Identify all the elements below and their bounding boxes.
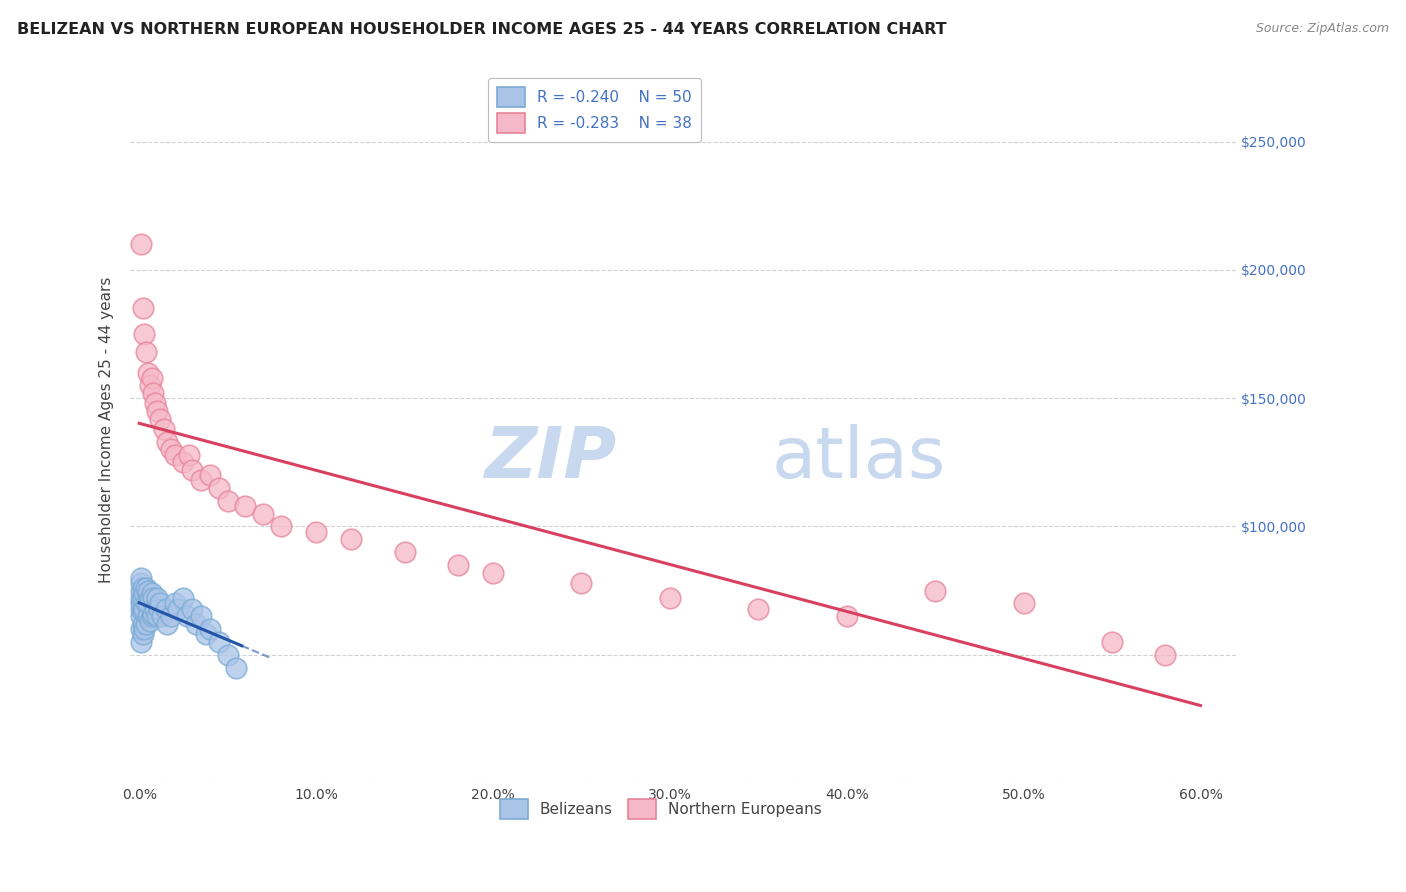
Point: [1012, 596, 1035, 610]
Point: [132, 301, 155, 316]
Point: [184, 617, 207, 632]
Point: [208, 481, 231, 495]
Text: atlas: atlas: [772, 424, 946, 493]
Point: [132, 591, 155, 606]
Point: [129, 591, 152, 606]
Point: [181, 463, 204, 477]
Legend: Belizeans, Northern Europeans: Belizeans, Northern Europeans: [494, 793, 828, 825]
Point: [446, 558, 468, 572]
Point: [658, 591, 681, 606]
Point: [208, 635, 231, 649]
Point: [835, 609, 858, 624]
Point: [149, 596, 172, 610]
Point: [129, 622, 152, 636]
Point: [571, 575, 593, 590]
Point: [252, 507, 274, 521]
Point: [136, 596, 159, 610]
Point: [156, 617, 179, 632]
Point: [146, 591, 169, 606]
Point: [132, 604, 155, 618]
Point: [136, 366, 159, 380]
Point: [924, 583, 946, 598]
Point: [134, 601, 156, 615]
Point: [394, 545, 416, 559]
Point: [148, 601, 170, 615]
Point: [146, 609, 169, 624]
Point: [163, 596, 186, 610]
Point: [132, 627, 155, 641]
Point: [129, 596, 152, 610]
Point: [134, 326, 156, 341]
Point: [747, 601, 769, 615]
Point: [129, 583, 152, 598]
Point: [153, 422, 176, 436]
Point: [150, 609, 173, 624]
Point: [163, 448, 186, 462]
Point: [142, 386, 165, 401]
Point: [270, 519, 292, 533]
Point: [156, 434, 179, 449]
Point: [195, 627, 218, 641]
Point: [146, 404, 169, 418]
Point: [160, 442, 183, 457]
Text: Source: ZipAtlas.com: Source: ZipAtlas.com: [1256, 22, 1389, 36]
Point: [141, 609, 163, 624]
Point: [198, 468, 221, 483]
Point: [143, 601, 166, 615]
Point: [129, 237, 152, 252]
Point: [143, 396, 166, 410]
Text: ZIP: ZIP: [485, 424, 617, 493]
Point: [217, 493, 239, 508]
Point: [160, 609, 183, 624]
Point: [129, 575, 152, 590]
Point: [135, 596, 157, 610]
Point: [149, 411, 172, 425]
Y-axis label: Householder Income Ages 25 - 44 years: Householder Income Ages 25 - 44 years: [100, 277, 114, 583]
Point: [132, 617, 155, 632]
Point: [142, 607, 165, 621]
Point: [198, 622, 221, 636]
Point: [136, 583, 159, 598]
Point: [177, 448, 200, 462]
Point: [134, 622, 156, 636]
Point: [176, 609, 198, 624]
Point: [129, 635, 152, 649]
Point: [172, 455, 194, 469]
Point: [155, 601, 177, 615]
Point: [134, 586, 156, 600]
Point: [136, 609, 159, 624]
Point: [141, 586, 163, 600]
Point: [482, 566, 505, 580]
Point: [139, 615, 162, 629]
Text: BELIZEAN VS NORTHERN EUROPEAN HOUSEHOLDER INCOME AGES 25 - 44 YEARS CORRELATION : BELIZEAN VS NORTHERN EUROPEAN HOUSEHOLDE…: [17, 22, 946, 37]
Point: [141, 370, 163, 384]
Point: [190, 473, 212, 487]
Point: [217, 648, 239, 662]
Point: [172, 591, 194, 606]
Point: [129, 609, 152, 624]
Point: [135, 617, 157, 632]
Point: [139, 378, 162, 392]
Point: [340, 533, 363, 547]
Point: [167, 601, 190, 615]
Point: [142, 591, 165, 606]
Point: [135, 581, 157, 595]
Point: [305, 524, 328, 539]
Point: [233, 499, 256, 513]
Point: [129, 601, 152, 615]
Point: [190, 609, 212, 624]
Point: [129, 571, 152, 585]
Point: [1154, 648, 1177, 662]
Point: [135, 345, 157, 359]
Point: [1101, 635, 1123, 649]
Point: [225, 660, 247, 674]
Point: [132, 581, 155, 595]
Point: [181, 601, 204, 615]
Point: [139, 591, 162, 606]
